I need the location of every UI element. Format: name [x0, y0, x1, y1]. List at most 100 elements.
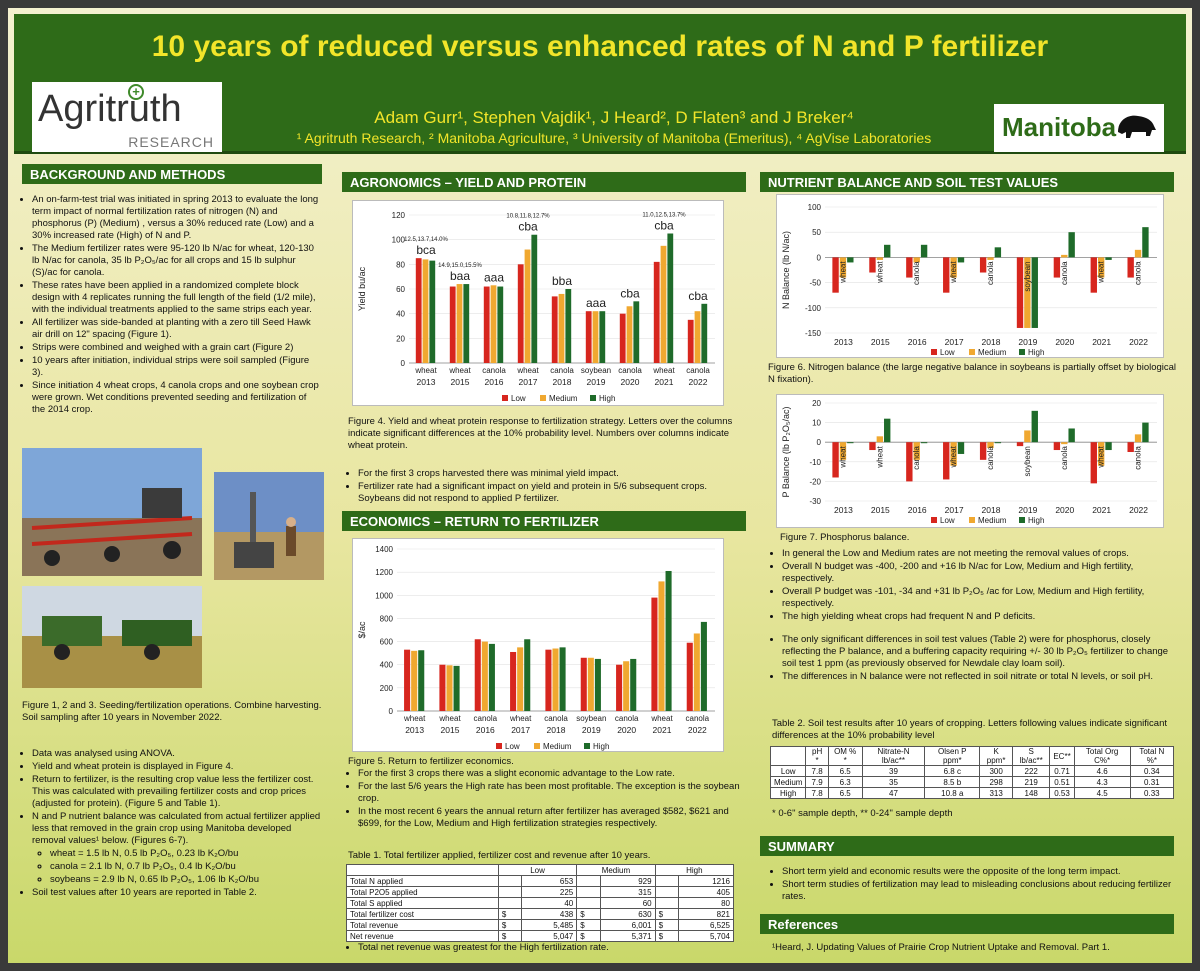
- table-row: Total S applied 40 60 80: [346, 897, 735, 909]
- bar-high: [957, 442, 965, 454]
- table1-cell: [654, 886, 679, 898]
- fig5-caption: Figure 5. Return to fertilizer economics…: [348, 756, 514, 767]
- table1-cell: $: [576, 919, 601, 931]
- y-tick-label: 800: [380, 614, 394, 623]
- year-label: 2016: [908, 337, 927, 347]
- table1-cell: $: [497, 908, 523, 920]
- table1-note-text: Total net revenue was greatest for the H…: [358, 942, 748, 954]
- legend-swatch: [502, 395, 508, 401]
- summary-bullet: Short term yield and economic results we…: [782, 866, 1178, 878]
- bar-high: [594, 658, 601, 711]
- year-label: 2018: [547, 725, 566, 735]
- photo-caption: Figure 1, 2 and 3. Seeding/fertilization…: [22, 700, 322, 723]
- year-label: 2013: [417, 377, 436, 387]
- significance-letters: cba: [688, 289, 708, 303]
- background-bullet: Since initiation 4 wheat crops, 4 canola…: [32, 380, 322, 416]
- bar-high: [599, 311, 606, 363]
- bar-high: [1031, 257, 1038, 328]
- table-row: Low 7.8 6.5 39 6.8 c 300 222 0.71 4.6 0.34: [769, 765, 1175, 777]
- bar-high: [488, 643, 495, 711]
- fig4-caption: Figure 4. Yield and wheat protein respon…: [348, 416, 733, 451]
- year-label: 2019: [1018, 505, 1037, 515]
- category-label: soybean: [1023, 261, 1032, 291]
- table2-cell: 7.8: [805, 765, 829, 777]
- category-label: wheat: [1097, 261, 1106, 284]
- table2-header: pH *: [805, 746, 829, 766]
- category-label: canola: [1060, 446, 1069, 470]
- bar-medium: [1061, 254, 1068, 258]
- year-label: 2021: [655, 377, 674, 387]
- background-bullet: The Medium fertilizer rates were 95-120 …: [32, 243, 322, 279]
- legend-swatch: [496, 743, 502, 749]
- removal-value: canola = 2.1 lb N, 0.7 lb P₂O₅, 0.4 lb K…: [50, 861, 322, 873]
- agronomics-heading: AGRONOMICS – YIELD AND PROTEIN: [342, 172, 746, 192]
- fig6-caption: Figure 6. Nitrogen balance (the large ne…: [768, 362, 1177, 385]
- table2-cell: 0.33: [1129, 787, 1175, 799]
- methods-bullet: Yield and wheat protein is displayed in …: [32, 761, 322, 773]
- legend-label: High: [1028, 516, 1044, 525]
- category-label: wheat: [516, 366, 539, 375]
- bar-medium: [658, 581, 665, 711]
- protein-label: 10.8,11.8,12.7%: [506, 214, 550, 220]
- background-bullet: An on-farm-test trial was initiated in s…: [32, 194, 322, 242]
- category-label: canola: [986, 261, 995, 285]
- table2-cell: 6.8 c: [924, 765, 981, 777]
- methods-bullet: Data was analysed using ANOVA.: [32, 748, 322, 760]
- table1-header: [346, 864, 499, 876]
- legend-swatch: [931, 349, 937, 355]
- legend-swatch: [584, 743, 590, 749]
- bar-high: [565, 289, 572, 363]
- legend-swatch: [534, 743, 540, 749]
- table-row: Total fertilizer cost $438 $630 $821: [346, 908, 735, 920]
- table1-cell: 6,001: [599, 919, 656, 931]
- y-tick-label: 0: [817, 253, 822, 262]
- bar-medium: [876, 436, 884, 443]
- table1-cell: 929: [599, 875, 656, 887]
- category-label: canola: [912, 446, 921, 470]
- category-label: canola: [550, 366, 574, 375]
- legend-label: Low: [511, 394, 526, 403]
- agritruth-logo-text: Agritruth: [38, 88, 182, 130]
- table1-cell: 225: [521, 886, 578, 898]
- y-axis-label: P Balance (lb P₂O₅/ac): [781, 407, 791, 498]
- year-label: 2022: [1129, 337, 1148, 347]
- bar-low: [943, 257, 950, 293]
- bar-high: [701, 303, 708, 363]
- legend-swatch: [590, 395, 596, 401]
- bar-medium: [623, 661, 630, 711]
- table2-header: Total N %*: [1129, 746, 1175, 766]
- table-row: Net revenue $5,047 $5,371 $5,704: [346, 930, 735, 942]
- table2-cell: 0.34: [1129, 765, 1175, 777]
- bar-high: [1031, 410, 1038, 443]
- y-tick-label: 10: [812, 419, 821, 428]
- y-tick-label: 200: [380, 684, 394, 693]
- category-label: canola: [615, 714, 639, 723]
- bar-medium: [552, 648, 559, 711]
- bar-low: [906, 257, 913, 278]
- bar-medium: [913, 442, 920, 460]
- category-label: canola: [618, 366, 642, 375]
- y-tick-label: 1000: [375, 591, 393, 600]
- methods-bullet: Return to fertilizer, is the resulting c…: [32, 774, 322, 810]
- bar-low: [551, 296, 558, 363]
- category-label: canola: [1060, 261, 1069, 285]
- year-label: 2020: [621, 377, 640, 387]
- bar-low: [832, 257, 839, 293]
- year-label: 2016: [476, 725, 495, 735]
- bar-high: [957, 257, 965, 263]
- table1-caption: Table 1. Total fertilizer applied, ferti…: [348, 850, 651, 861]
- year-label: 2016: [485, 377, 504, 387]
- methods-bullet: Soil test values after 10 years are repo…: [32, 887, 322, 899]
- bar-low: [1053, 257, 1061, 278]
- bar-high: [633, 301, 640, 363]
- bar-medium: [587, 657, 594, 711]
- legend-label: Medium: [978, 348, 1007, 357]
- table1-cell: [654, 875, 679, 887]
- bar-medium: [1061, 442, 1068, 445]
- bar-low: [869, 442, 876, 451]
- references-heading: References: [760, 914, 1174, 934]
- bar-high: [920, 442, 928, 444]
- bar-low: [517, 264, 524, 363]
- bar-high: [429, 260, 436, 363]
- photo-soil-sampling: [214, 472, 324, 580]
